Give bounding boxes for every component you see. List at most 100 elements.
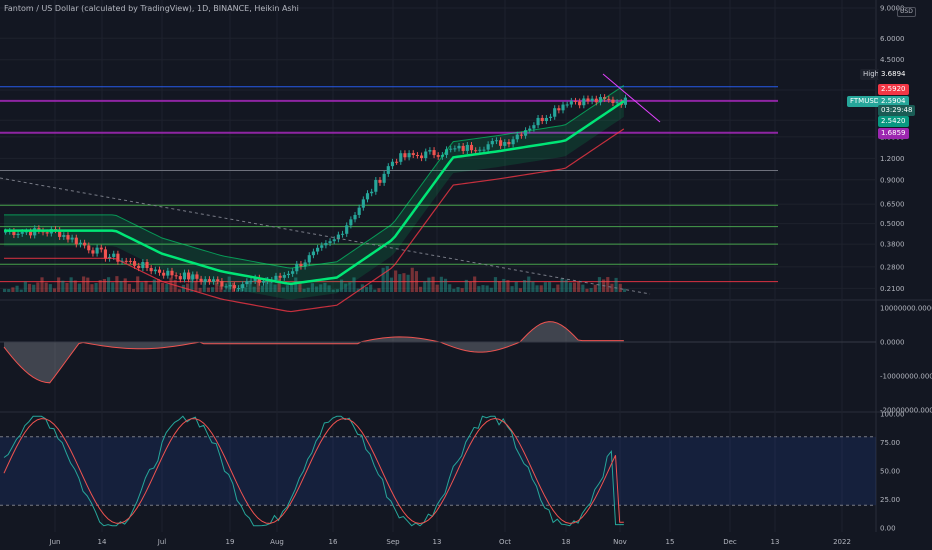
- volume-bar: [306, 287, 310, 292]
- time-tick-label: 19: [226, 538, 235, 546]
- time-tick-label: 2022: [833, 538, 851, 546]
- candle-body: [524, 130, 528, 136]
- candle-body: [465, 144, 469, 151]
- volume-bar: [543, 282, 547, 292]
- candle-body: [432, 150, 436, 156]
- candle-body: [261, 281, 266, 283]
- volume-bar: [152, 279, 156, 292]
- osc-tick-label: 10000000.0000: [880, 305, 932, 313]
- candle-body: [145, 262, 149, 269]
- candle-body: [153, 269, 157, 272]
- candle-body: [548, 116, 553, 118]
- volume-bar: [485, 285, 489, 292]
- candle-body: [95, 247, 99, 254]
- candle-body: [149, 268, 153, 272]
- volume-bar: [148, 284, 152, 292]
- candle-body: [378, 179, 382, 183]
- purple-value-tag: 1.6859: [878, 128, 909, 139]
- volume-bar: [344, 283, 348, 292]
- volume-bar: [498, 281, 502, 292]
- candle-body: [66, 235, 70, 240]
- stoch-k-line: [3, 415, 624, 527]
- currency-badge[interactable]: USD: [897, 7, 916, 17]
- candle-body: [611, 99, 615, 103]
- candle-body: [370, 191, 374, 194]
- candle-body: [316, 247, 320, 252]
- candle-body: [207, 279, 211, 282]
- candle-body: [299, 263, 303, 267]
- price-tick-label: 0.5000: [880, 220, 905, 228]
- candle-body: [249, 280, 253, 282]
- volume-bar: [298, 282, 302, 292]
- volume-bar: [123, 278, 127, 292]
- volume-bar: [36, 282, 40, 292]
- volume-bar: [248, 280, 252, 292]
- candle-body: [507, 142, 511, 145]
- volume-bar: [331, 289, 335, 292]
- candle-body: [199, 278, 203, 282]
- candle-body: [45, 232, 49, 234]
- candle-body: [390, 161, 395, 167]
- volume-bar: [256, 279, 260, 292]
- volume-bar: [481, 285, 485, 292]
- volume-bar: [381, 267, 385, 292]
- price-tick-label: 0.2100: [880, 285, 905, 293]
- candle-body: [586, 98, 590, 102]
- volume-bar: [244, 287, 248, 292]
- candle-body: [478, 149, 482, 151]
- volume-bar: [431, 276, 435, 292]
- candle-body: [336, 234, 340, 240]
- volume-bar: [136, 276, 140, 292]
- volume-bar: [552, 288, 556, 292]
- candle-body: [436, 155, 440, 157]
- volume-bar: [443, 278, 448, 292]
- volume-bar: [144, 280, 148, 292]
- candle-body: [12, 230, 16, 236]
- volume-bar: [385, 266, 389, 292]
- candle-body: [124, 260, 128, 262]
- candle-body: [324, 243, 328, 246]
- candle-body: [191, 274, 195, 280]
- candle-body: [232, 285, 236, 289]
- candle-body: [553, 108, 557, 117]
- volume-bar: [269, 281, 273, 292]
- volume-bar: [406, 274, 410, 292]
- ma-cloud: [4, 85, 624, 300]
- candle-body: [320, 245, 324, 248]
- volume-bar: [273, 284, 277, 292]
- volume-bar: [61, 280, 65, 292]
- candle-body: [220, 280, 224, 287]
- time-tick-label: Jun: [49, 538, 61, 546]
- candle-body: [253, 277, 257, 281]
- volume-bar: [373, 289, 377, 292]
- volume-bar: [402, 273, 406, 292]
- candles: [4, 94, 627, 292]
- volume-bar: [606, 277, 610, 292]
- volume-bar: [506, 280, 510, 292]
- volume-bar: [539, 285, 543, 292]
- price-tick-label: 9.0000: [880, 5, 905, 13]
- candle-body: [403, 153, 407, 158]
- volume-bar: [389, 277, 394, 292]
- volume-bar: [593, 284, 597, 292]
- volume-bar: [44, 282, 48, 292]
- stoch-tick-label: 50.00: [880, 468, 900, 476]
- candle-body: [74, 237, 78, 245]
- cloud-upper: [4, 85, 625, 269]
- candle-body: [444, 149, 449, 155]
- candle-body: [578, 101, 582, 106]
- stoch-tick-label: 75.00: [880, 439, 900, 447]
- candle-body: [561, 104, 565, 111]
- volume-bar: [369, 284, 373, 292]
- candle-body: [594, 98, 598, 103]
- price-tick-label: 1.2000: [880, 155, 905, 163]
- candle-body: [20, 232, 24, 234]
- time-tick-label: Jul: [157, 538, 167, 546]
- volume-bar: [477, 286, 481, 292]
- volume-bar: [235, 289, 240, 292]
- ma-red-line: [4, 128, 625, 313]
- candle-body: [457, 145, 461, 149]
- volume-bar: [161, 282, 165, 292]
